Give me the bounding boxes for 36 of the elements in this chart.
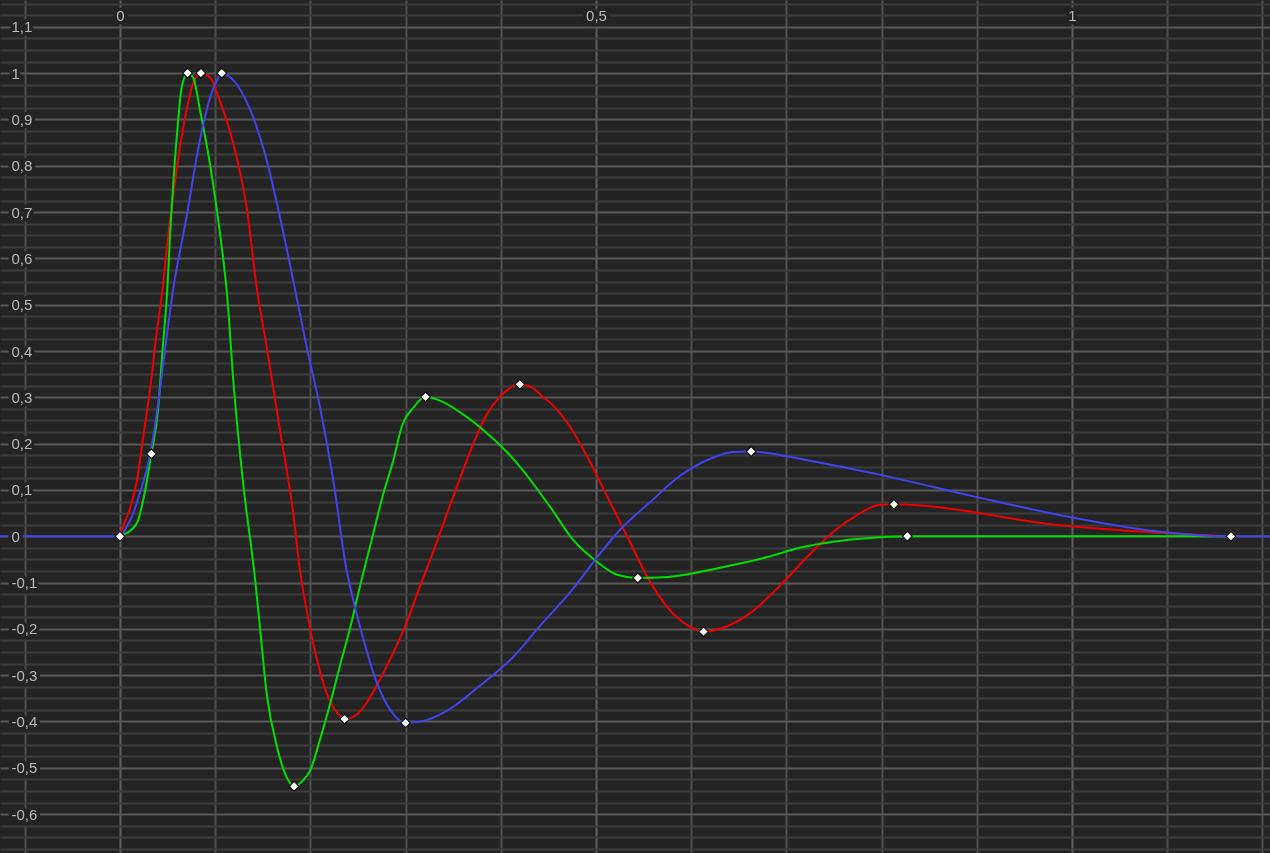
point <box>216 67 228 79</box>
y-tick-label: -0,4 <box>11 712 38 730</box>
x-tick-label: 0 <box>116 6 125 24</box>
point <box>145 448 157 460</box>
y-tick-label: 0,8 <box>11 157 33 175</box>
point <box>1225 530 1237 542</box>
y-tick-label: -0,1 <box>11 574 38 592</box>
x-tick-label: 0,5 <box>586 6 607 24</box>
point <box>514 378 526 390</box>
y-tick-label: 0,4 <box>11 342 33 360</box>
y-tick-label: 1,1 <box>11 18 33 36</box>
y-tick-label: -0,3 <box>11 666 38 684</box>
y-tick-label: 0,7 <box>11 203 33 221</box>
y-tick-label: 0,5 <box>11 296 33 314</box>
point <box>339 713 351 725</box>
point <box>288 780 300 792</box>
y-tick-label: 0,6 <box>11 249 33 267</box>
point <box>182 67 194 79</box>
y-tick-label: -0,6 <box>11 805 38 823</box>
point <box>420 391 432 403</box>
y-tick-label: 0,2 <box>11 435 33 453</box>
point <box>745 446 757 457</box>
point <box>114 530 126 542</box>
point <box>400 717 412 729</box>
y-tick-label: 0,1 <box>11 481 33 499</box>
point <box>888 498 900 510</box>
y-tick-label: 1 <box>11 64 20 82</box>
y-tick-label: 0,3 <box>11 388 33 406</box>
y-tick-label: -0,5 <box>11 759 38 777</box>
point <box>698 626 710 638</box>
point <box>901 530 913 542</box>
point <box>195 67 207 79</box>
point <box>632 572 644 584</box>
y-tick-label: -0,2 <box>11 620 38 638</box>
x-tick-label: 1 <box>1068 6 1077 24</box>
y-tick-label: 0,9 <box>11 110 33 128</box>
